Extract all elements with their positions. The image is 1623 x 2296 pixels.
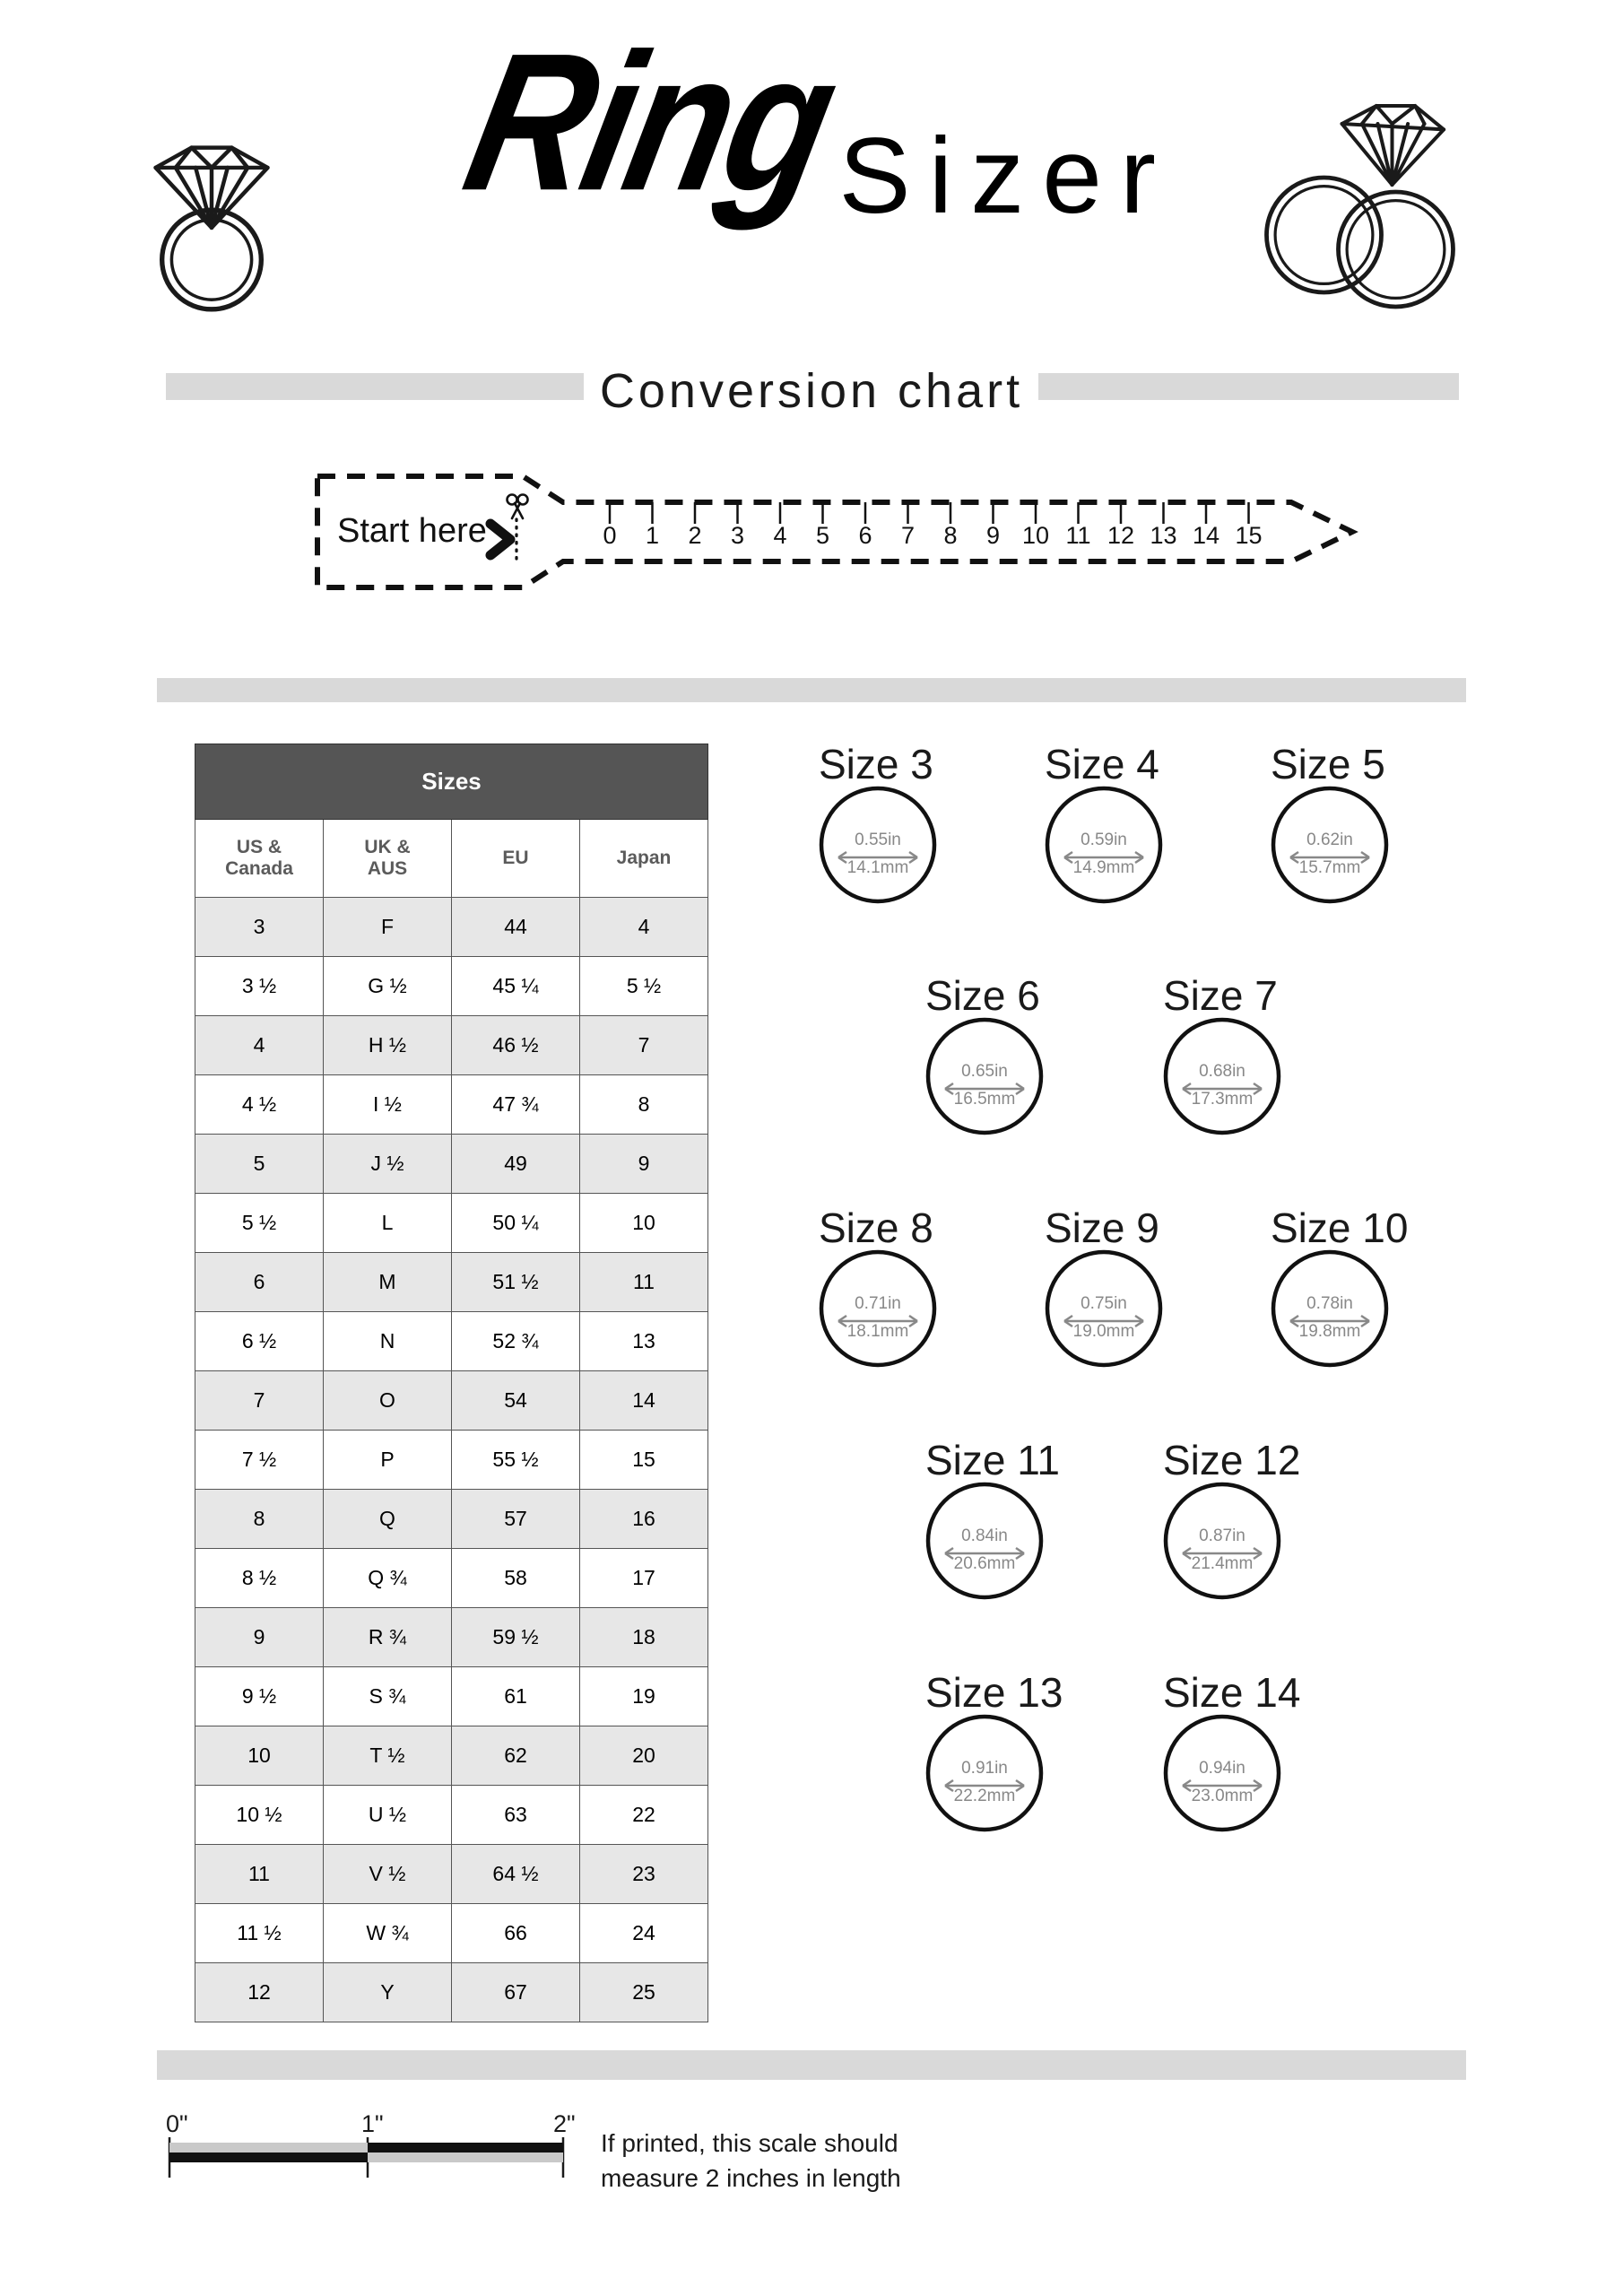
svg-text:0.62in: 0.62in [1306,831,1353,849]
svg-text:14.9mm: 14.9mm [1073,858,1135,877]
svg-text:0.59in: 0.59in [1081,831,1127,849]
svg-text:5: 5 [816,522,829,549]
svg-text:17.3mm: 17.3mm [1192,1090,1254,1109]
svg-text:8: 8 [943,522,957,549]
svg-text:0.71in: 0.71in [855,1294,901,1313]
svg-text:21.4mm: 21.4mm [1192,1554,1254,1573]
svg-text:9: 9 [986,522,1000,549]
svg-text:0.84in: 0.84in [961,1526,1008,1545]
svg-text:0.75in: 0.75in [1081,1294,1127,1313]
svg-text:0.87in: 0.87in [1199,1526,1245,1545]
svg-text:2": 2" [553,2112,576,2137]
svg-text:0.55in: 0.55in [855,831,901,849]
svg-text:10: 10 [1022,522,1049,549]
svg-text:22.2mm: 22.2mm [954,1787,1016,1805]
svg-text:0.78in: 0.78in [1306,1294,1353,1313]
svg-text:15.7mm: 15.7mm [1299,858,1361,877]
svg-text:0.65in: 0.65in [961,1062,1008,1081]
svg-text:0": 0" [166,2112,188,2137]
svg-text:1: 1 [646,522,659,549]
svg-text:0.91in: 0.91in [961,1759,1008,1778]
svg-text:15: 15 [1235,522,1262,549]
svg-text:19.0mm: 19.0mm [1073,1322,1135,1341]
svg-text:4: 4 [773,522,786,549]
svg-text:16.5mm: 16.5mm [954,1090,1016,1109]
svg-text:14.1mm: 14.1mm [847,858,909,877]
svg-text:3: 3 [731,522,744,549]
svg-text:12: 12 [1107,522,1134,549]
svg-text:11: 11 [1065,522,1090,549]
svg-text:19.8mm: 19.8mm [1299,1322,1361,1341]
svg-text:0.68in: 0.68in [1199,1062,1245,1081]
svg-text:1": 1" [361,2112,384,2137]
svg-text:7: 7 [901,522,915,549]
svg-text:13: 13 [1150,522,1176,549]
svg-text:20.6mm: 20.6mm [954,1554,1016,1573]
svg-text:14: 14 [1193,522,1219,549]
svg-text:2: 2 [688,522,701,549]
svg-text:18.1mm: 18.1mm [847,1322,909,1341]
svg-text:0: 0 [603,522,616,549]
svg-text:Start here: Start here [337,512,487,550]
svg-text:6: 6 [858,522,872,549]
svg-text:23.0mm: 23.0mm [1192,1787,1254,1805]
svg-text:0.94in: 0.94in [1199,1759,1245,1778]
